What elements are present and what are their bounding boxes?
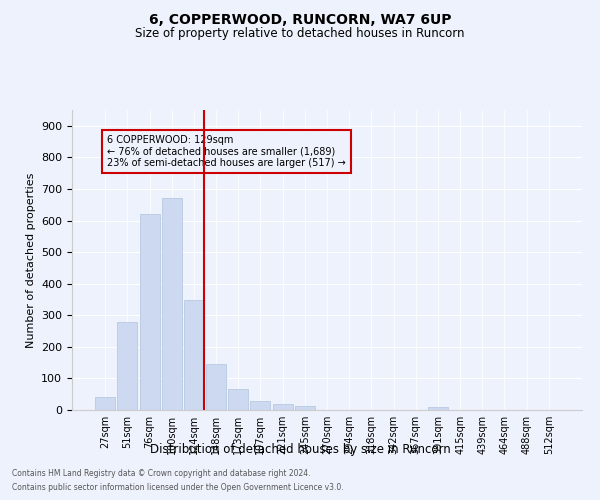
Bar <box>118 322 137 410</box>
Bar <box>184 300 204 410</box>
Bar <box>250 401 271 410</box>
Bar <box>140 214 160 410</box>
Bar <box>428 407 448 410</box>
Text: Size of property relative to detached houses in Runcorn: Size of property relative to detached ho… <box>135 28 465 40</box>
Bar <box>206 364 226 410</box>
Text: Contains HM Land Registry data © Crown copyright and database right 2024.: Contains HM Land Registry data © Crown c… <box>12 468 311 477</box>
Bar <box>272 404 293 410</box>
Bar <box>295 406 315 410</box>
Y-axis label: Number of detached properties: Number of detached properties <box>26 172 35 348</box>
Text: Distribution of detached houses by size in Runcorn: Distribution of detached houses by size … <box>149 442 451 456</box>
Bar <box>162 198 182 410</box>
Bar <box>95 396 115 410</box>
Text: Contains public sector information licensed under the Open Government Licence v3: Contains public sector information licen… <box>12 484 344 492</box>
Text: 6 COPPERWOOD: 129sqm
← 76% of detached houses are smaller (1,689)
23% of semi-de: 6 COPPERWOOD: 129sqm ← 76% of detached h… <box>107 136 346 168</box>
Text: 6, COPPERWOOD, RUNCORN, WA7 6UP: 6, COPPERWOOD, RUNCORN, WA7 6UP <box>149 12 451 26</box>
Bar <box>228 390 248 410</box>
